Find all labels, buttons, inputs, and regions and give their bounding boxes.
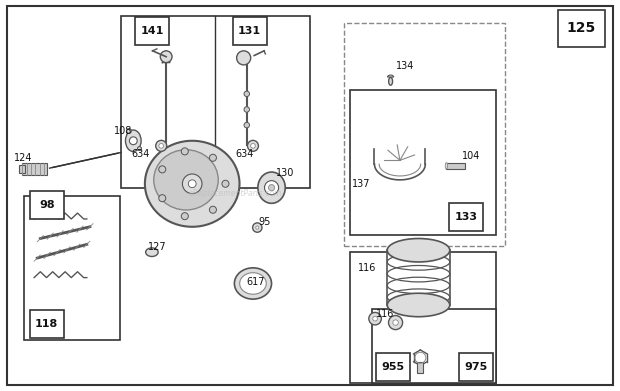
Bar: [558, 10, 604, 47]
Ellipse shape: [145, 141, 239, 227]
Ellipse shape: [244, 122, 249, 128]
Ellipse shape: [182, 174, 202, 194]
Ellipse shape: [156, 140, 167, 151]
Ellipse shape: [210, 154, 216, 161]
Text: 118: 118: [35, 319, 58, 329]
Text: 104: 104: [462, 151, 480, 161]
Bar: [30, 191, 64, 219]
Text: 134: 134: [396, 61, 414, 72]
Ellipse shape: [125, 130, 141, 151]
Text: 955: 955: [382, 362, 405, 372]
Ellipse shape: [222, 180, 229, 187]
Text: 95: 95: [258, 217, 270, 227]
Text: 130: 130: [276, 168, 294, 178]
Bar: [22, 163, 47, 175]
Ellipse shape: [234, 268, 272, 299]
Text: eReplacementParts.com: eReplacementParts.com: [189, 189, 282, 198]
Bar: [350, 90, 496, 235]
Text: 617: 617: [246, 277, 265, 287]
Ellipse shape: [146, 248, 158, 256]
Ellipse shape: [237, 51, 250, 65]
Ellipse shape: [373, 316, 378, 321]
Ellipse shape: [252, 223, 262, 232]
Ellipse shape: [188, 180, 196, 188]
Text: 137: 137: [352, 179, 371, 189]
Ellipse shape: [388, 239, 450, 262]
Ellipse shape: [369, 312, 381, 325]
Text: 141: 141: [141, 26, 164, 36]
Bar: [372, 309, 496, 383]
Bar: [121, 16, 310, 188]
Ellipse shape: [250, 143, 255, 148]
Ellipse shape: [130, 137, 137, 145]
Text: 116: 116: [376, 309, 394, 319]
Text: 133: 133: [454, 212, 477, 222]
Text: 131: 131: [238, 26, 261, 36]
Ellipse shape: [126, 129, 131, 133]
Text: 634: 634: [236, 149, 254, 159]
Ellipse shape: [388, 293, 450, 317]
Ellipse shape: [159, 195, 166, 202]
Ellipse shape: [268, 185, 275, 191]
Text: 108: 108: [113, 126, 132, 136]
Text: 124: 124: [14, 153, 32, 163]
Bar: [449, 203, 483, 231]
Ellipse shape: [258, 172, 285, 203]
Ellipse shape: [244, 91, 249, 97]
Bar: [135, 17, 169, 45]
Bar: [344, 23, 505, 246]
Bar: [459, 353, 493, 381]
Bar: [446, 163, 465, 169]
Ellipse shape: [445, 163, 448, 169]
Text: 116: 116: [358, 263, 377, 273]
Ellipse shape: [210, 206, 216, 213]
Bar: [232, 17, 267, 45]
Bar: [30, 310, 64, 338]
Ellipse shape: [244, 107, 249, 112]
Ellipse shape: [159, 143, 164, 148]
Bar: [24, 196, 120, 340]
Ellipse shape: [240, 273, 266, 294]
Bar: [350, 252, 496, 383]
Text: 98: 98: [39, 200, 55, 210]
Text: 975: 975: [464, 362, 487, 372]
Ellipse shape: [181, 213, 188, 220]
Text: 125: 125: [567, 22, 596, 35]
Ellipse shape: [247, 140, 259, 151]
Bar: [417, 362, 423, 373]
Bar: [376, 353, 410, 381]
Ellipse shape: [389, 316, 402, 330]
Ellipse shape: [154, 150, 218, 210]
Ellipse shape: [265, 181, 278, 195]
Ellipse shape: [389, 77, 392, 85]
Wedge shape: [388, 75, 394, 77]
Ellipse shape: [161, 51, 172, 63]
Ellipse shape: [159, 166, 166, 173]
Ellipse shape: [138, 147, 141, 151]
Ellipse shape: [393, 320, 398, 325]
Ellipse shape: [181, 148, 188, 155]
Text: 127: 127: [148, 242, 166, 252]
Bar: [19, 165, 25, 173]
Text: 634: 634: [131, 149, 150, 159]
Ellipse shape: [255, 226, 259, 229]
